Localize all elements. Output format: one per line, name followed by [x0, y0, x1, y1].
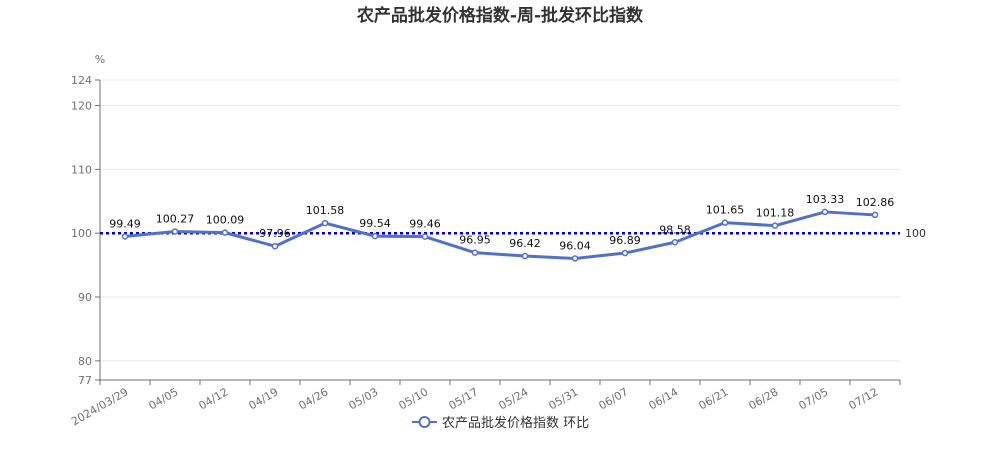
data-point[interactable]: [471, 249, 479, 256]
y-tick-label: 77: [78, 374, 92, 387]
data-label: 101.65: [706, 204, 745, 217]
data-label: 96.89: [609, 234, 641, 247]
series-line: [124, 210, 876, 260]
data-label: 96.95: [459, 234, 491, 247]
data-point[interactable]: [521, 252, 529, 260]
data-label: 100.27: [156, 212, 195, 225]
data-label: 96.04: [559, 239, 591, 252]
y-tick-label: 90: [78, 291, 92, 304]
gridlines: [100, 79, 900, 381]
data-point[interactable]: [671, 239, 679, 246]
data-label: 99.46: [409, 218, 441, 231]
data-point[interactable]: [571, 255, 579, 262]
y-axis-unit: %: [95, 53, 105, 66]
data-point[interactable]: [271, 242, 279, 250]
data-point[interactable]: [621, 249, 629, 257]
x-tick-label: 07/05: [797, 385, 831, 412]
x-tick-label: 05/24: [497, 385, 531, 412]
x-tick-label: 05/10: [397, 385, 431, 412]
legend-label: 农产品批发价格指数 环比: [442, 415, 589, 431]
x-tick-label: 06/21: [697, 385, 731, 412]
legend-marker-icon: [418, 416, 431, 428]
x-tick-label: 04/05: [147, 385, 181, 412]
y-tick-label: 110: [71, 163, 92, 176]
legend[interactable]: 农产品批发价格指数 环比: [412, 415, 589, 431]
data-label: 99.49: [109, 217, 141, 230]
x-tick-label: 04/12: [197, 385, 231, 412]
data-point[interactable]: [121, 233, 129, 240]
y-tick-labels: 77 80 90 100 110 120 124: [71, 74, 92, 387]
data-label: 96.42: [509, 237, 541, 250]
x-tick-label: 06/07: [597, 385, 631, 412]
x-tick-label: 04/26: [297, 385, 331, 412]
data-point[interactable]: [171, 228, 179, 235]
data-point[interactable]: [821, 208, 829, 216]
data-label: 98.58: [659, 223, 691, 236]
x-tick-label: 06/28: [747, 385, 781, 412]
x-tick-label: 05/17: [447, 385, 481, 412]
y-tick-label: 80: [78, 355, 92, 368]
data-point[interactable]: [421, 233, 429, 240]
data-label: 102.86: [856, 196, 895, 209]
y-tick-label: 100: [71, 227, 92, 240]
data-label: 99.54: [359, 217, 391, 230]
data-label: 103.33: [806, 193, 845, 206]
axes: [95, 79, 901, 385]
data-point[interactable]: [721, 219, 729, 226]
x-tick-label: 05/03: [347, 385, 381, 412]
x-tick-label: 04/19: [247, 385, 281, 412]
x-tick-label: 07/12: [847, 385, 881, 412]
data-point[interactable]: [321, 219, 329, 227]
data-label: 101.18: [756, 207, 795, 220]
data-label: 101.58: [306, 204, 345, 217]
y-tick-label: 124: [71, 74, 92, 87]
data-point[interactable]: [771, 222, 779, 229]
reference-line-label: 100: [905, 227, 926, 240]
data-label: 97.96: [259, 227, 291, 240]
data-point[interactable]: [221, 229, 229, 236]
data-point[interactable]: [871, 211, 879, 219]
y-tick-label: 120: [71, 100, 92, 113]
chart-title: 农产品批发价格指数-周-批发环比指数: [356, 5, 644, 26]
reference-line-group: 100: [100, 227, 926, 240]
data-label: 100.09: [206, 214, 245, 227]
x-tick-label: 2024/03/29: [69, 385, 130, 428]
x-tick-label: 06/14: [647, 385, 681, 412]
series-group: 99.49 100.27 100.09 97.96 101.58 99.54 99.46 96…: [109, 193, 895, 262]
data-point[interactable]: [371, 232, 379, 240]
x-tick-label: 05/31: [547, 385, 581, 412]
